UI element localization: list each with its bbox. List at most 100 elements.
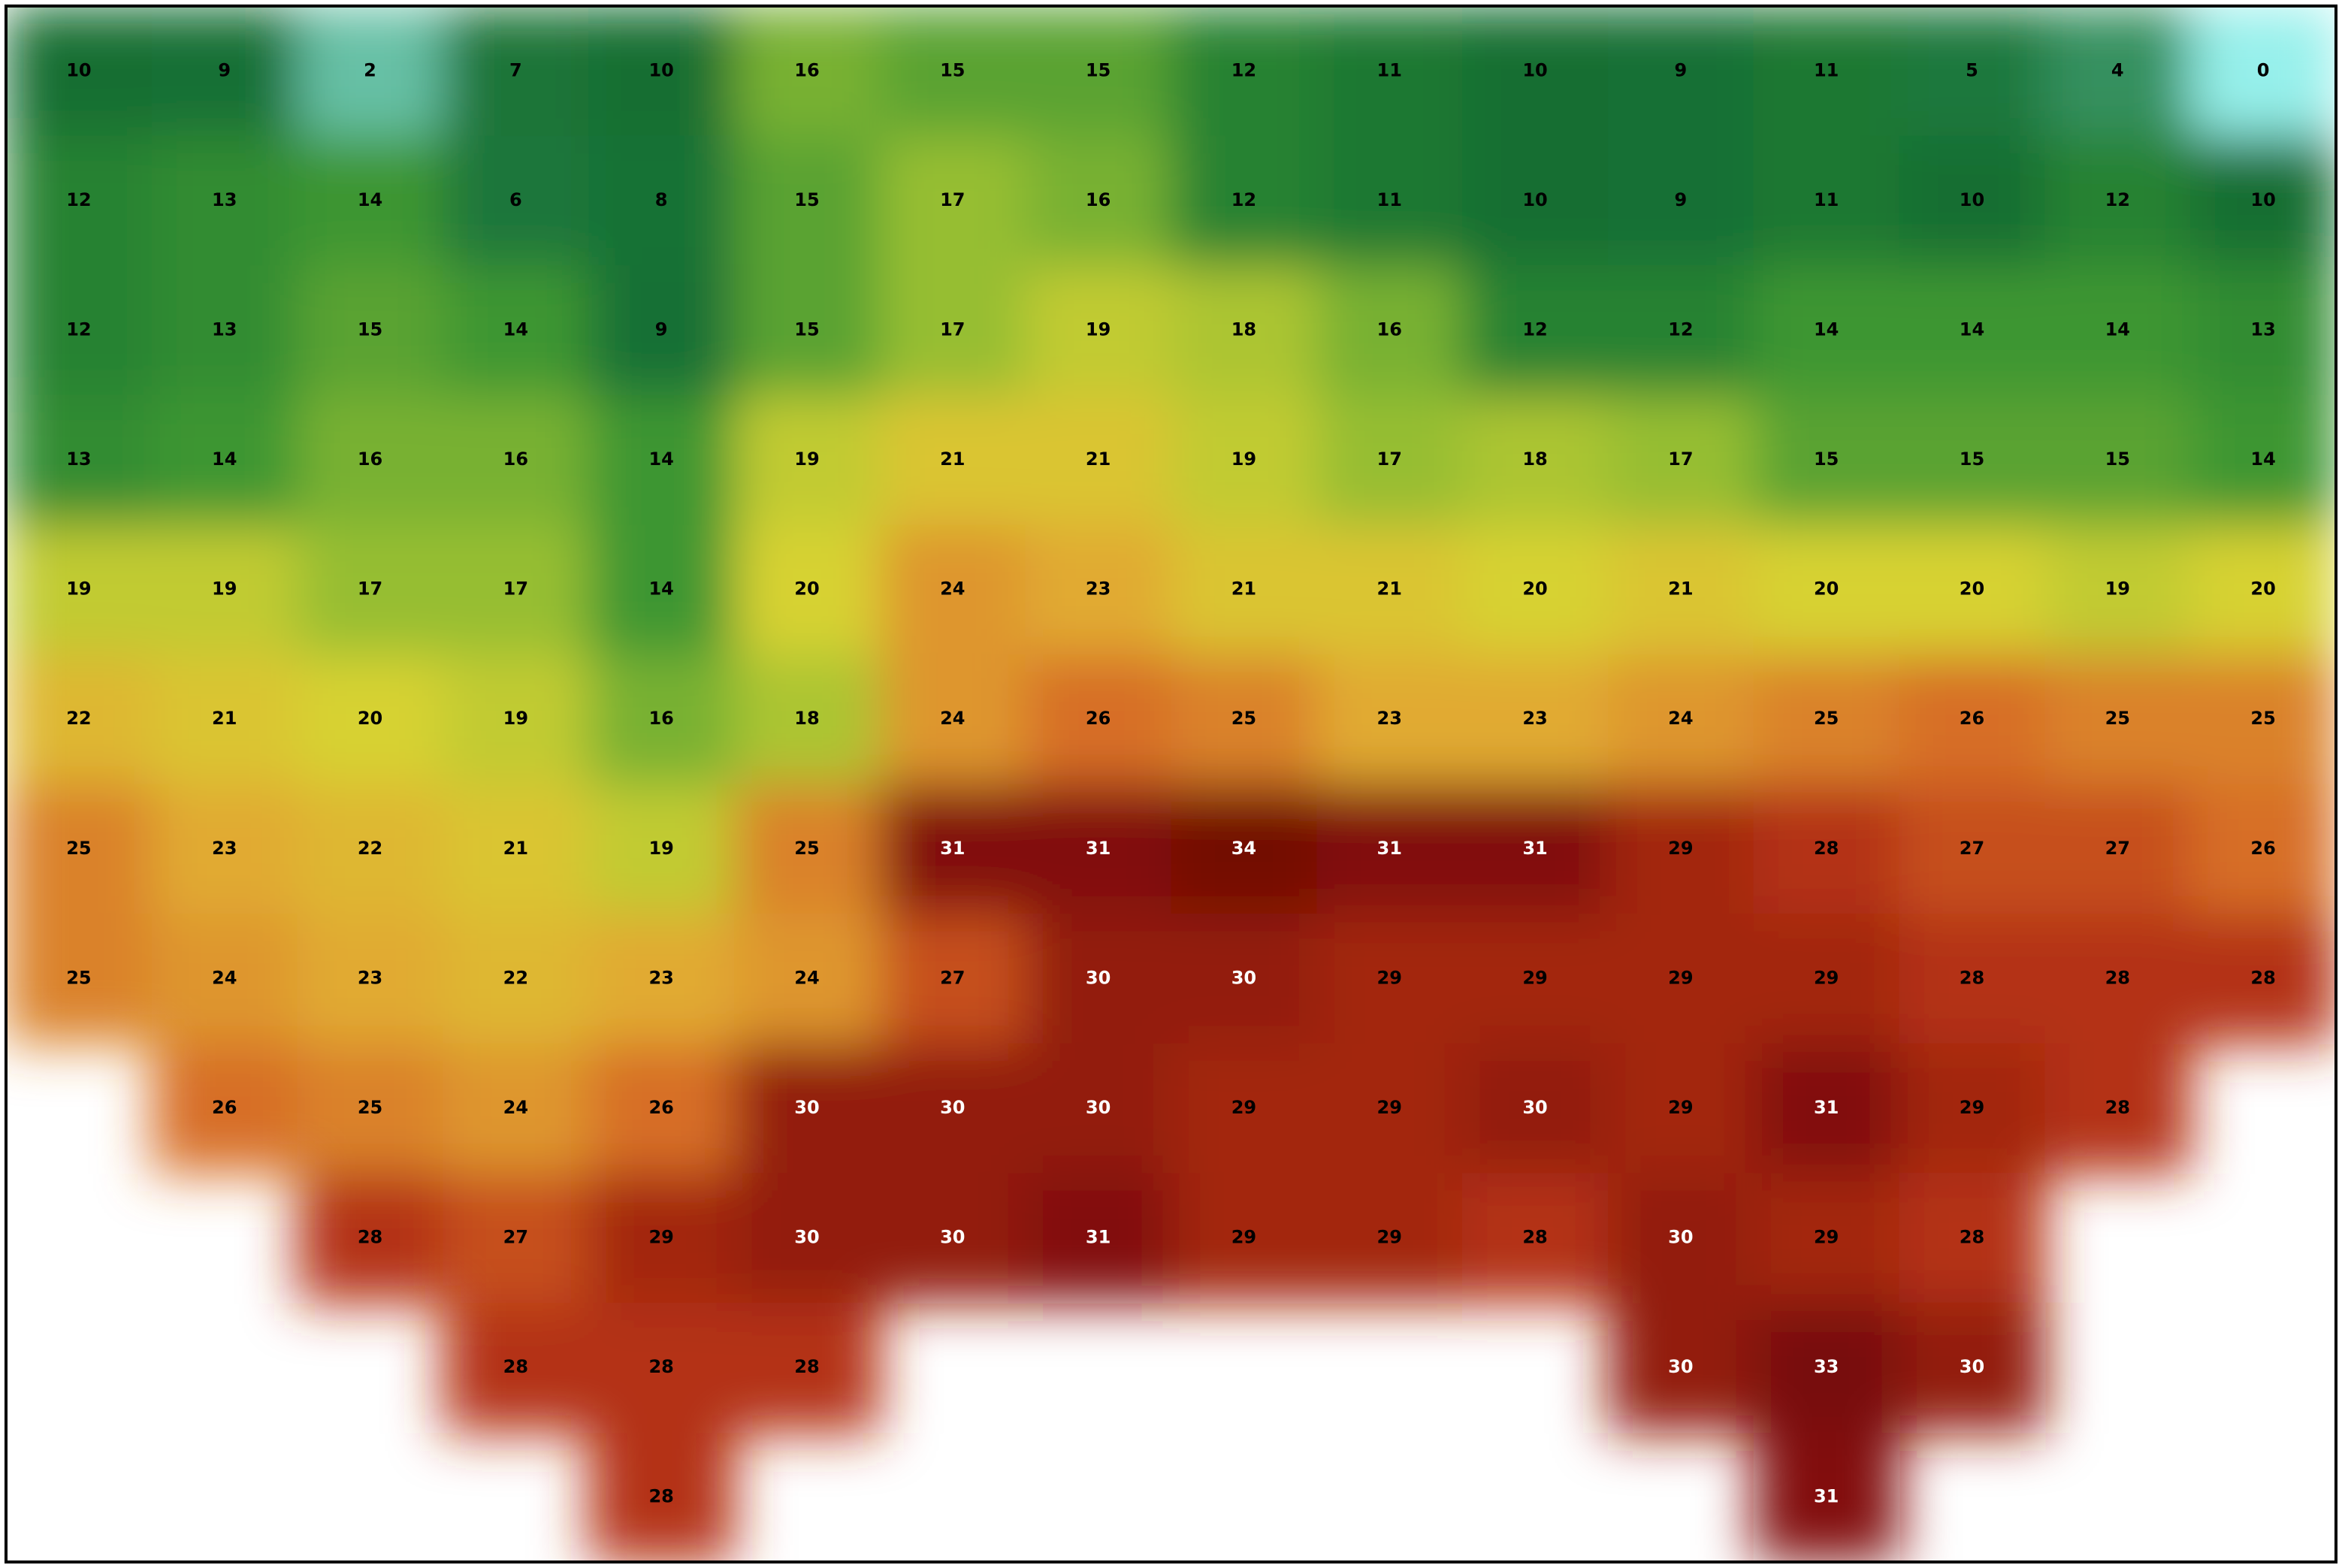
temperature-label: 15 bbox=[1814, 449, 1839, 470]
field-cell bbox=[1171, 1173, 1318, 1304]
temperature-label: 28 bbox=[648, 1486, 673, 1507]
field-cell bbox=[588, 6, 736, 137]
field-cell bbox=[588, 524, 736, 655]
field-cell bbox=[1607, 784, 1754, 915]
field-cell bbox=[443, 914, 590, 1044]
field-cell bbox=[1316, 1173, 1464, 1304]
field-cell bbox=[2190, 394, 2336, 526]
temperature-label: 14 bbox=[212, 449, 237, 470]
field-cell bbox=[1316, 265, 1464, 396]
temperature-label: 10 bbox=[2250, 189, 2275, 210]
temperature-label: 9 bbox=[655, 319, 668, 340]
field-cell bbox=[2044, 6, 2192, 137]
temperature-label: 16 bbox=[358, 449, 382, 470]
field-cell bbox=[1462, 914, 1609, 1044]
temperature-label: 15 bbox=[358, 319, 382, 340]
field-cell bbox=[1316, 784, 1464, 915]
temperature-label: 30 bbox=[1668, 1227, 1693, 1248]
temperature-label: 11 bbox=[1377, 189, 1402, 210]
field-cell bbox=[1607, 1302, 1754, 1434]
temperature-label: 28 bbox=[794, 1356, 819, 1377]
temperature-label: 21 bbox=[1231, 579, 1256, 600]
field-cell bbox=[443, 654, 590, 785]
temperature-label: 15 bbox=[1960, 449, 1984, 470]
field-cell bbox=[443, 265, 590, 396]
temperature-label: 2 bbox=[364, 59, 376, 80]
temperature-label: 31 bbox=[1086, 838, 1111, 859]
temperature-label: 13 bbox=[66, 449, 91, 470]
temperature-label: 4 bbox=[2111, 59, 2124, 80]
temperature-label: 20 bbox=[358, 708, 382, 729]
temperature-label: 23 bbox=[1522, 708, 1547, 729]
field-cell bbox=[1462, 524, 1609, 655]
temperature-label: 14 bbox=[503, 319, 528, 340]
temperature-label: 21 bbox=[1668, 579, 1693, 600]
temperature-label: 28 bbox=[1960, 967, 1984, 988]
field-cell bbox=[1025, 914, 1172, 1044]
temperature-label: 19 bbox=[212, 579, 237, 600]
field-cell bbox=[1171, 6, 1318, 137]
temperature-label: 30 bbox=[1086, 1097, 1111, 1118]
field-cell bbox=[2190, 265, 2336, 396]
field-cell bbox=[1753, 1432, 1900, 1562]
temperature-label: 31 bbox=[1522, 838, 1547, 859]
temperature-label: 28 bbox=[2250, 967, 2275, 988]
field-cell bbox=[1462, 1043, 1609, 1174]
temperature-label: 25 bbox=[358, 1097, 382, 1118]
temperature-label: 21 bbox=[1086, 449, 1111, 470]
field-cell bbox=[1171, 524, 1318, 655]
field-cell bbox=[2044, 135, 2192, 267]
field-cell bbox=[1753, 6, 1900, 137]
field-cell bbox=[1899, 135, 2046, 267]
temperature-label: 13 bbox=[212, 189, 237, 210]
field-cell bbox=[1753, 524, 1900, 655]
field-cell bbox=[151, 135, 298, 267]
field-cell bbox=[1025, 6, 1172, 137]
temperature-label: 30 bbox=[1522, 1097, 1547, 1118]
field-cell bbox=[1607, 1173, 1754, 1304]
temperature-label: 17 bbox=[1377, 449, 1402, 470]
field-cell bbox=[443, 1043, 590, 1174]
temperature-label: 23 bbox=[358, 967, 382, 988]
field-cell bbox=[2044, 265, 2192, 396]
field-cell bbox=[1899, 265, 2046, 396]
temperature-label: 12 bbox=[66, 189, 91, 210]
temperature-label: 29 bbox=[1377, 1227, 1402, 1248]
temperature-label: 25 bbox=[1814, 708, 1839, 729]
field-cell bbox=[879, 784, 1026, 915]
field-cell bbox=[2190, 6, 2336, 137]
field-cell bbox=[1607, 1043, 1754, 1174]
temperature-label: 14 bbox=[2250, 449, 2275, 470]
field-cell bbox=[1607, 265, 1754, 396]
field-cell bbox=[734, 914, 881, 1044]
field-cell bbox=[1316, 6, 1464, 137]
temperature-label: 17 bbox=[940, 319, 965, 340]
temperature-label: 7 bbox=[509, 59, 522, 80]
field-cell bbox=[588, 135, 736, 267]
temperature-label: 27 bbox=[503, 1227, 528, 1248]
temperature-label: 20 bbox=[2250, 579, 2275, 600]
field-cell bbox=[2190, 524, 2336, 655]
field-cell bbox=[6, 265, 153, 396]
field-cell bbox=[1753, 1302, 1900, 1434]
temperature-label: 29 bbox=[1814, 1227, 1839, 1248]
temperature-label: 13 bbox=[212, 319, 237, 340]
temperature-label: 11 bbox=[1377, 59, 1402, 80]
temperature-label: 20 bbox=[1814, 579, 1839, 600]
temperature-label: 27 bbox=[940, 967, 965, 988]
field-cell bbox=[443, 6, 590, 137]
temperature-label: 29 bbox=[648, 1227, 673, 1248]
temperature-label: 21 bbox=[1377, 579, 1402, 600]
field-cell bbox=[1316, 394, 1464, 526]
field-cell bbox=[1899, 6, 2046, 137]
temperature-label: 9 bbox=[1674, 189, 1687, 210]
temperature-label: 17 bbox=[1668, 449, 1693, 470]
temperature-label: 31 bbox=[1086, 1227, 1111, 1248]
temperature-label: 30 bbox=[1086, 967, 1111, 988]
field-cell bbox=[1025, 394, 1172, 526]
temperature-label: 16 bbox=[503, 449, 528, 470]
field-cell bbox=[1899, 1173, 2046, 1304]
temperature-label: 25 bbox=[1231, 708, 1256, 729]
temperature-label: 24 bbox=[794, 967, 819, 988]
